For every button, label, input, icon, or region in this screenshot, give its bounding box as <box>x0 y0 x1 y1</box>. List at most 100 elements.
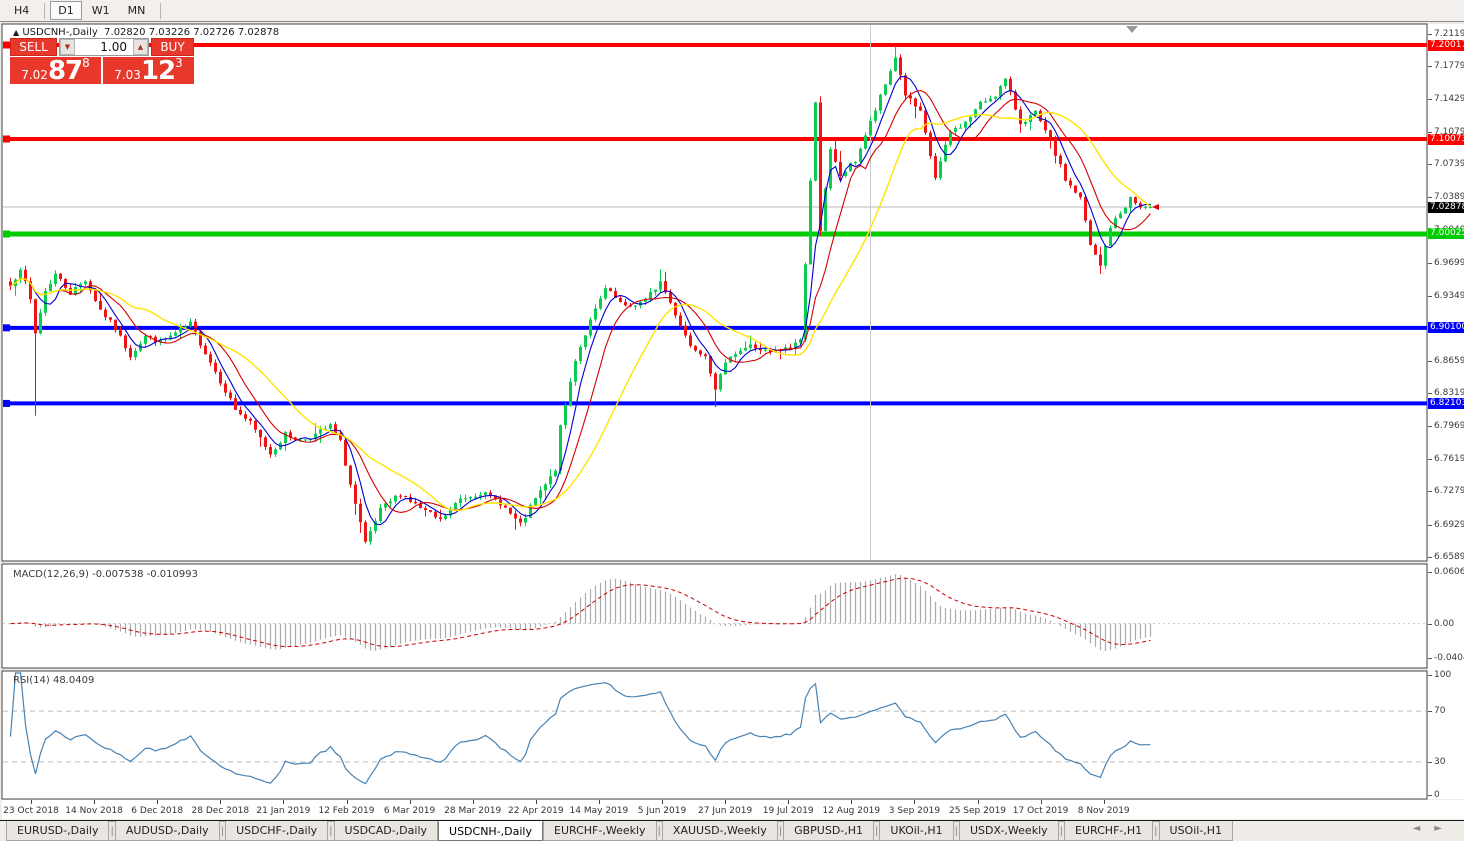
date-tick-mark <box>662 800 663 804</box>
price-tick-label: 7.21190 <box>1434 28 1464 39</box>
date-tick-label: 25 Sep 2019 <box>948 806 1007 816</box>
date-tick-mark <box>472 800 474 804</box>
price-tick-mark <box>1428 197 1432 199</box>
ohlc-open: 7.02820 <box>104 27 146 38</box>
sell-price-display[interactable]: 7.02 87 8 <box>10 57 101 84</box>
price-line-tag: 7.10073 <box>1428 133 1464 145</box>
volume-decrease-icon[interactable]: ▼ <box>60 39 75 55</box>
price-tick-mark <box>1428 393 1432 395</box>
price-tick-mark <box>1428 33 1432 35</box>
sell-price-base: 7.02 <box>21 68 48 82</box>
price-tick-label: 6.96990 <box>1434 257 1464 268</box>
macd-axis-label: 0.00 <box>1434 618 1455 629</box>
rsi-axis-label: 30 <box>1434 756 1446 767</box>
date-tick-label: 14 May 2019 <box>569 806 629 816</box>
price-tick-mark <box>1428 66 1432 68</box>
macd-tick-mark <box>1428 572 1432 573</box>
price-tick-label: 7.10790 <box>1434 127 1464 138</box>
price-tick-mark <box>1428 426 1432 428</box>
rsi-axis-label: 70 <box>1434 706 1446 717</box>
volume-increase-icon[interactable]: ▲ <box>133 39 148 55</box>
chart-tab-usdchf-daily[interactable]: USDCHF-,Daily <box>225 821 329 841</box>
date-tick-label: 12 Aug 2019 <box>822 806 881 816</box>
buy-price-sup: 3 <box>175 56 183 70</box>
tab-scroll-right-icon[interactable]: ► <box>1434 823 1456 834</box>
date-tick-label: 28 Dec 2018 <box>191 806 250 816</box>
tab-scroll-left-icon[interactable]: ◄ <box>1412 823 1435 834</box>
chart-tab-eurusd-daily[interactable]: EURUSD-,Daily <box>6 821 110 841</box>
timeframe-button-d1[interactable]: D1 <box>50 1 82 20</box>
date-tick-mark <box>598 800 600 804</box>
timeframe-button-mn[interactable]: MN <box>127 4 146 17</box>
price-tick-mark <box>1428 556 1432 558</box>
date-tick-label: 6 Dec 2018 <box>131 806 184 816</box>
timeframe-toolbar: H4 D1 W1 MN <box>0 0 1464 22</box>
chart-tab-usdcnh-daily[interactable]: USDCNH-,Daily <box>438 821 543 841</box>
price-tick-mark <box>1428 262 1432 264</box>
price-tick-label: 6.72790 <box>1434 486 1464 497</box>
volume-stepper: ▼ 1.00 ▲ <box>59 38 149 56</box>
price-line-tag: 7.00025 <box>1428 228 1464 240</box>
chart-tab-usoil-h1[interactable]: USOil-,H1 <box>1158 821 1234 841</box>
chart-tab-eurchf-weekly[interactable]: EURCHF-,Weekly <box>543 821 657 841</box>
one-click-trading-panel: SELL ▼ 1.00 ▲ BUY 7.02 87 8 7.03 12 3 <box>10 38 194 84</box>
date-tick-mark <box>851 800 853 804</box>
date-tick-label: 6 Mar 2019 <box>383 806 436 816</box>
sell-button[interactable]: SELL <box>10 38 57 56</box>
rsi-tick-mark <box>1428 761 1432 763</box>
date-tick-label: 17 Oct 2019 <box>1012 806 1069 816</box>
chart-tab-eurchf-h1[interactable]: EURCHF-,H1 <box>1064 821 1154 841</box>
chart-tab-usdcad-daily[interactable]: USDCAD-,Daily <box>333 821 439 841</box>
price-tick-label: 6.93490 <box>1434 290 1464 301</box>
price-tick-label: 6.86590 <box>1434 356 1464 366</box>
chart-tab-ukoil-h1[interactable]: UKOil-,H1 <box>879 821 954 841</box>
toolbar-separator <box>44 2 46 19</box>
timeframe-button-w1[interactable]: W1 <box>91 4 110 17</box>
volume-input[interactable]: 1.00 <box>100 40 127 54</box>
price-tick-label: 6.83190 <box>1434 388 1464 399</box>
date-tick-label: 8 Nov 2019 <box>1077 806 1130 816</box>
rsi-tick-mark <box>1428 711 1432 713</box>
timeframe-button-h4[interactable]: H4 <box>14 4 30 17</box>
sell-price-sup: 8 <box>82 56 90 70</box>
price-line-tag: 6.82103 <box>1428 397 1464 409</box>
moving-average-lines <box>10 76 1151 526</box>
ohlc-close: 7.02878 <box>237 27 280 38</box>
buy-price-display[interactable]: 7.03 12 3 <box>103 57 194 84</box>
price-line-tag: 7.20017 <box>1428 39 1464 51</box>
price-tick-mark <box>1428 459 1432 461</box>
rsi-indicator-label: RSI(14) 48.0409 <box>13 675 95 686</box>
macd-tick-mark <box>1428 658 1432 659</box>
macd-histogram <box>14 574 1152 652</box>
price-tick-mark <box>1428 491 1432 493</box>
date-tick-mark <box>220 800 222 804</box>
chart-tab-xauusd-weekly[interactable]: XAUUSD-,Weekly <box>661 821 778 841</box>
macd-axis-label: -0.040438 <box>1434 653 1464 663</box>
price-tick-mark <box>1428 295 1432 297</box>
price-tick-mark <box>1428 361 1432 362</box>
chart-shift-marker-icon[interactable] <box>1126 26 1138 33</box>
price-tick-label: 7.17790 <box>1434 61 1464 72</box>
chart-tab-gbpusd-h1[interactable]: GBPUSD-,H1 <box>783 821 875 841</box>
chart-tab-audusd-daily[interactable]: AUDUSD-,Daily <box>114 821 220 841</box>
date-tick-mark <box>535 800 537 804</box>
price-tick-label: 7.03890 <box>1434 192 1464 203</box>
date-tick-mark <box>977 800 979 804</box>
price-tick-mark <box>1428 164 1432 166</box>
buy-button[interactable]: BUY <box>151 38 194 56</box>
rsi-axis-label: 0 <box>1434 790 1440 800</box>
date-tick-label: 5 Jun 2019 <box>637 806 687 816</box>
date-tick-mark <box>1040 800 1042 804</box>
current-price-tag: 7.02878 <box>1428 201 1464 213</box>
date-tick-mark <box>1103 800 1105 804</box>
date-tick-label: 12 Feb 2019 <box>318 806 375 816</box>
collapse-arrow-icon[interactable]: ▲ <box>13 28 20 37</box>
date-tick-label: 28 Mar 2019 <box>444 806 502 816</box>
date-tick-mark <box>31 800 32 804</box>
date-tick-label: 21 Jan 2019 <box>256 806 311 816</box>
chart-tab-usdx-weekly[interactable]: USDX-,Weekly <box>958 821 1059 841</box>
date-tick-label: 22 Apr 2019 <box>507 806 564 816</box>
symbol-period-label: USDCNH-,Daily <box>22 27 98 38</box>
